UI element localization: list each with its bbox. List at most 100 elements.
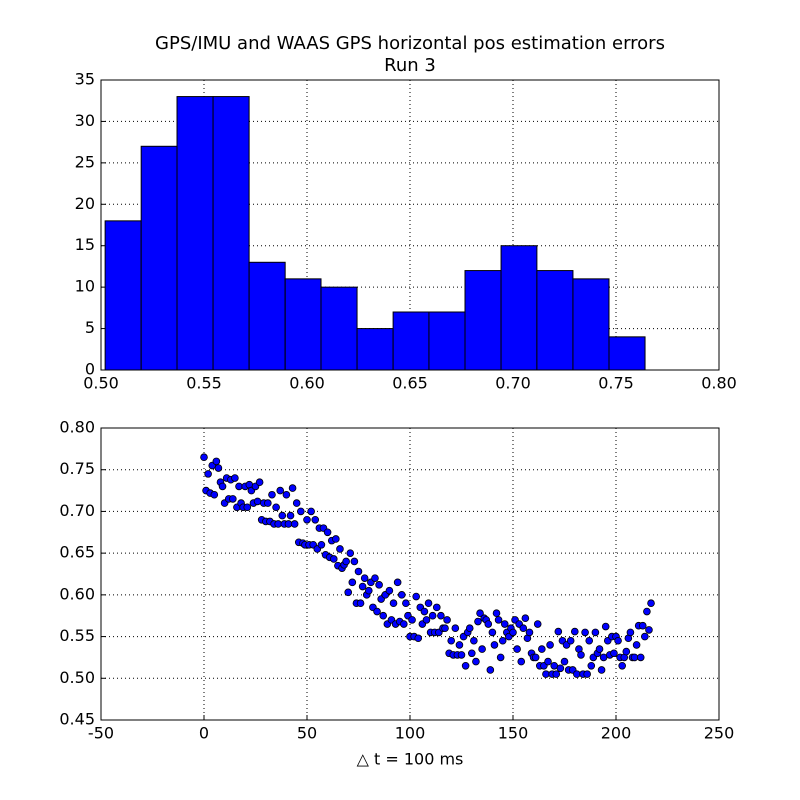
bar	[248, 261, 286, 371]
point	[307, 507, 315, 516]
point	[336, 545, 344, 553]
bar	[176, 96, 214, 371]
point	[373, 607, 381, 616]
point	[286, 511, 295, 520]
chart-subtitle: Run 3	[384, 55, 436, 76]
point	[554, 627, 563, 636]
point	[560, 657, 569, 666]
point	[408, 616, 416, 624]
point	[346, 549, 355, 557]
point	[573, 670, 581, 678]
point	[525, 628, 534, 637]
point	[542, 670, 550, 678]
x-tick-label: 100	[395, 724, 426, 743]
bar	[608, 336, 646, 371]
point	[610, 649, 618, 658]
point	[492, 609, 501, 618]
x-tick-label: 0.60	[289, 374, 325, 393]
chart-title: GPS/IMU and WAAS GPS horizontal pos esti…	[155, 33, 665, 54]
point	[212, 457, 221, 466]
point	[484, 620, 493, 628]
bar	[500, 245, 538, 371]
x-tick-label: 0.50	[83, 374, 119, 393]
bar	[572, 278, 610, 371]
point	[393, 578, 402, 587]
point	[292, 499, 301, 507]
point	[498, 636, 507, 645]
x-tick-label: 50	[297, 724, 317, 743]
point	[284, 520, 293, 528]
y-tick-label: 5	[85, 318, 95, 337]
point	[618, 661, 626, 670]
point	[397, 591, 406, 599]
point	[290, 520, 299, 528]
x-tick-label: 0.65	[392, 374, 428, 393]
point	[585, 636, 594, 645]
point	[342, 557, 350, 566]
point	[264, 499, 272, 507]
point	[323, 528, 332, 537]
x-tick-label: 0.55	[186, 374, 222, 393]
point	[601, 622, 610, 631]
point	[455, 641, 464, 649]
point	[214, 464, 223, 472]
point	[371, 574, 379, 582]
point	[303, 515, 311, 524]
point	[647, 599, 655, 607]
point	[231, 474, 239, 482]
x-tick-label: 0	[199, 724, 209, 743]
point	[268, 490, 276, 499]
point	[566, 636, 575, 645]
x-tick-label: 0.70	[495, 374, 531, 393]
y-tick-label: 0.70	[59, 501, 95, 520]
point	[364, 586, 373, 595]
x-tick-label: 200	[601, 724, 632, 743]
point	[538, 645, 546, 653]
point	[457, 651, 466, 659]
point	[451, 624, 460, 633]
point	[210, 490, 219, 499]
y-tick-label: 35	[75, 70, 95, 89]
point	[581, 628, 589, 637]
point	[297, 507, 305, 516]
y-tick-label: 0.50	[59, 668, 95, 687]
x-tick-label: 150	[498, 724, 529, 743]
point	[509, 628, 517, 637]
point	[332, 535, 340, 543]
point	[597, 666, 606, 674]
point	[494, 616, 503, 624]
plot-frame	[100, 79, 720, 371]
x-tick-label: 0.80	[701, 374, 737, 393]
bar	[140, 145, 178, 371]
point	[200, 453, 208, 462]
point	[636, 653, 645, 662]
point	[282, 490, 291, 499]
point	[552, 670, 561, 678]
y-tick-label: 0.65	[59, 543, 95, 562]
point	[630, 653, 639, 662]
point	[513, 645, 521, 653]
point	[632, 641, 641, 649]
point	[626, 628, 635, 637]
bar	[320, 286, 358, 371]
y-tick-label: 0.75	[59, 459, 95, 478]
point	[204, 470, 212, 478]
point	[519, 624, 528, 633]
point	[350, 557, 359, 566]
point	[253, 497, 262, 506]
point	[595, 645, 604, 653]
bar	[284, 278, 322, 371]
point	[432, 603, 441, 612]
point	[467, 649, 476, 658]
bar	[356, 328, 394, 371]
point	[461, 661, 470, 670]
point	[556, 664, 565, 673]
point	[229, 495, 237, 503]
bar	[536, 270, 574, 371]
point	[546, 641, 554, 649]
x-axis-label: △ t = 100 ms	[357, 750, 464, 769]
plot-frame	[100, 427, 720, 721]
point	[645, 626, 653, 634]
